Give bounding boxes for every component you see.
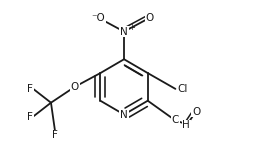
Text: N: N	[120, 109, 128, 120]
Text: O: O	[146, 13, 154, 23]
Text: O: O	[71, 82, 79, 92]
Text: +: +	[128, 23, 135, 32]
Text: O: O	[192, 107, 200, 117]
Text: ⁻O: ⁻O	[91, 13, 105, 23]
Text: N: N	[120, 27, 128, 37]
Text: F: F	[27, 112, 33, 122]
Text: F: F	[27, 84, 33, 94]
Text: H: H	[182, 120, 190, 130]
Text: C: C	[172, 115, 179, 125]
Text: F: F	[52, 130, 58, 140]
Text: Cl: Cl	[177, 84, 188, 94]
